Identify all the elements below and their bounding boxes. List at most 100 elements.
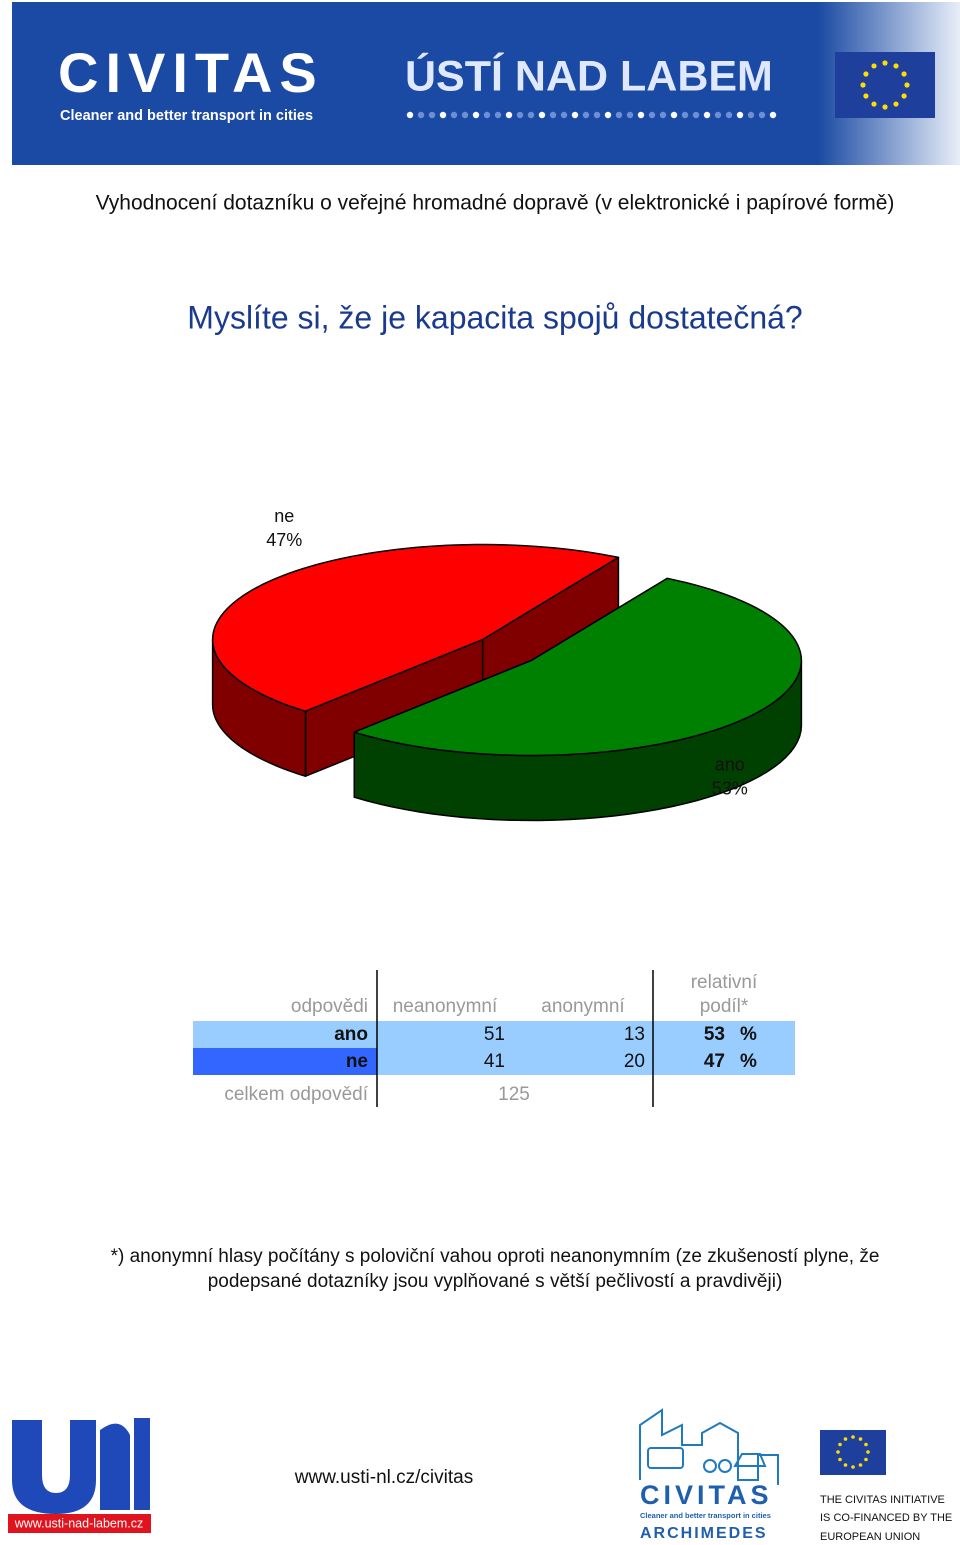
slice-value-label: 47% — [266, 530, 302, 550]
dot — [494, 111, 502, 119]
dot — [692, 111, 700, 119]
dot — [549, 111, 557, 119]
star — [882, 60, 888, 66]
dot — [439, 111, 447, 119]
dot — [582, 111, 590, 119]
slice — [353, 577, 803, 757]
row-label: ano — [334, 1024, 368, 1045]
star — [866, 1450, 870, 1454]
header-logo: CIVITAS — [58, 41, 324, 104]
slice — [211, 543, 620, 712]
cell: 13 — [624, 1024, 645, 1045]
star — [901, 71, 907, 77]
eu-stars — [860, 60, 910, 110]
dot — [516, 111, 524, 119]
dot — [736, 111, 744, 119]
subtitle: Vyhodnocení dotazníku o veřejné hromadné… — [96, 192, 895, 215]
dot — [659, 111, 667, 119]
star — [836, 1450, 840, 1454]
star — [893, 101, 899, 107]
table: odpovědi neanonymní anonymní relativní p… — [193, 970, 795, 1107]
dot — [637, 111, 645, 119]
dot — [450, 111, 458, 119]
dot — [505, 111, 513, 119]
header-city: ÚSTÍ NAD LABEM — [405, 51, 773, 100]
dot — [747, 111, 755, 119]
dot — [681, 111, 689, 119]
footer: www.usti-nad-labem.cz www.usti-nl.cz/civ… — [8, 1408, 952, 1543]
dot — [461, 111, 469, 119]
star — [893, 63, 899, 69]
total-label: celkem odpovědí — [224, 1084, 368, 1105]
dot — [472, 111, 480, 119]
star — [858, 1437, 863, 1441]
star — [904, 82, 910, 88]
dot — [758, 111, 766, 119]
cell: % — [740, 1024, 757, 1045]
dot — [670, 111, 678, 119]
eu-text: EUROPEAN UNION — [820, 1531, 920, 1543]
footnote: *) anonymní hlasy počítány s poloviční v… — [111, 1246, 880, 1267]
star — [863, 71, 869, 77]
dot — [714, 111, 722, 119]
star — [851, 1465, 855, 1469]
eu-stars — [836, 1435, 870, 1469]
dot — [626, 111, 634, 119]
archimedes-logo — [639, 1408, 779, 1485]
footer-url: www.usti-nl.cz/civitas — [294, 1467, 473, 1488]
star — [843, 1437, 848, 1441]
header-dots — [406, 111, 777, 119]
star — [863, 93, 869, 99]
dot — [604, 111, 612, 119]
star — [858, 1463, 863, 1467]
dot — [571, 111, 579, 119]
row-band — [193, 1021, 795, 1048]
eu-text: THE CIVITAS INITIATIVE — [820, 1494, 945, 1506]
city-url: www.usti-nad-labem.cz — [14, 1516, 144, 1530]
dot — [527, 111, 535, 119]
eu-text: IS CO-FINANCED BY THE — [820, 1512, 952, 1524]
slice-label: ne — [274, 506, 294, 526]
question: Myslíte si, že je kapacita spojů dostate… — [187, 299, 802, 335]
dot — [560, 111, 568, 119]
dot — [428, 111, 436, 119]
dot — [648, 111, 656, 119]
footnote: podepsané dotazníky jsou vyplňované s vě… — [208, 1271, 783, 1292]
star — [838, 1442, 842, 1447]
star — [871, 101, 877, 107]
dot — [615, 111, 623, 119]
header-background — [12, 2, 960, 165]
star — [882, 104, 888, 110]
table-rows: ano 51 13 53 % ne 41 20 47% — [334, 1024, 757, 1072]
slice-value-label: 53% — [712, 778, 748, 798]
dot — [406, 111, 414, 119]
star — [838, 1457, 842, 1462]
dot — [725, 111, 733, 119]
dot — [483, 111, 491, 119]
star — [864, 1442, 868, 1447]
pie-chart: ne 47% ano 53% — [211, 506, 803, 822]
star — [864, 1457, 868, 1462]
star — [901, 93, 907, 99]
city-logo: www.usti-nad-labem.cz — [8, 1418, 151, 1533]
cell: % — [740, 1051, 757, 1072]
row-label: ne — [346, 1051, 368, 1072]
header-tagline: Cleaner and better transport in cities — [60, 108, 313, 124]
footer-civitas: CIVITAS — [640, 1480, 773, 1510]
dot — [593, 111, 601, 119]
cell: 20 — [624, 1051, 645, 1072]
column-header: relativní — [691, 972, 758, 993]
footer-civitas-tagline: Cleaner and better transport in cities — [640, 1511, 771, 1520]
column-header: neanonymní — [393, 996, 498, 1017]
slice-label: ano — [715, 754, 745, 774]
row-band-highlight — [193, 1048, 377, 1075]
cell: 47 — [704, 1051, 725, 1072]
dot — [538, 111, 546, 119]
dot — [703, 111, 711, 119]
footer-project: ARCHIMEDES — [640, 1525, 768, 1542]
star — [843, 1463, 848, 1467]
dot — [417, 111, 425, 119]
cell: 53 — [704, 1024, 725, 1045]
header: CIVITAS Cleaner and better transport in … — [12, 2, 960, 165]
